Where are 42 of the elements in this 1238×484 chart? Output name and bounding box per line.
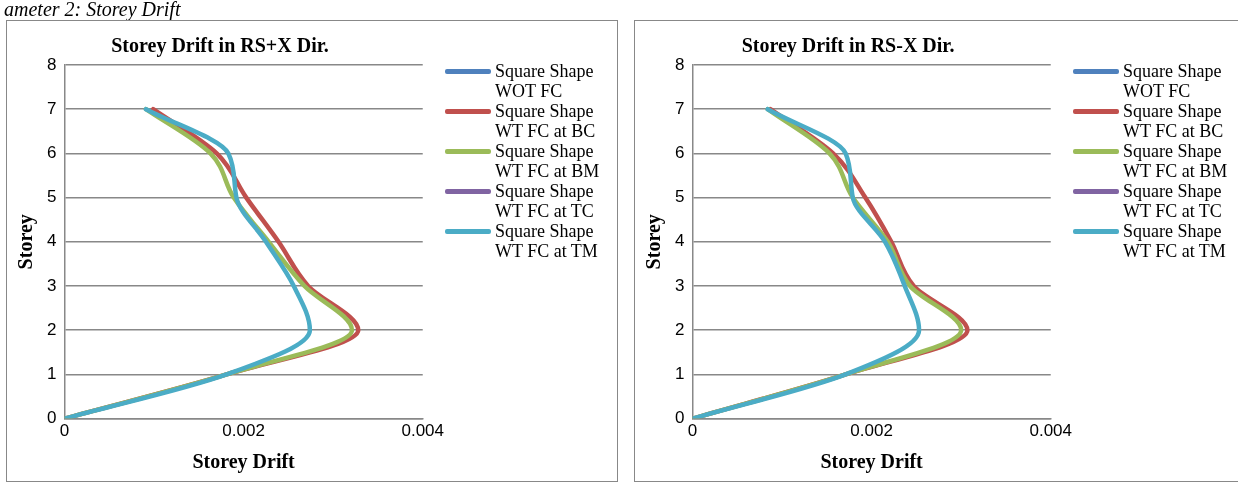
y-tick-label: 3 <box>674 275 685 295</box>
y-tick-label: 5 <box>674 187 685 207</box>
legend-label: Square Shape WT FC at TM <box>1123 221 1227 261</box>
legend-label: Square Shape WT FC at BC <box>495 101 597 141</box>
y-tick-label: 8 <box>674 54 685 74</box>
legend-label: Square Shape WT FC at TC <box>1123 181 1223 221</box>
legend-label: Square Shape WT FC at BM <box>495 141 601 181</box>
chart-title: Storey Drift in RS+X Dir. <box>111 34 329 58</box>
y-tick-label: 4 <box>674 231 685 251</box>
y-tick-label: 7 <box>674 98 685 118</box>
line-series <box>692 106 922 419</box>
legend-label: Square Shape WOT FC <box>1123 61 1223 101</box>
legend-label: Square Shape WT FC at BC <box>1123 101 1225 141</box>
text: ameter 2: Storey Drift <box>4 0 181 20</box>
y-tick-label: 0 <box>674 408 685 428</box>
y-tick-label: 3 <box>46 275 57 295</box>
x-tick-label: 0 <box>59 421 70 441</box>
x-tick-label: 0.002 <box>222 421 265 441</box>
y-tick-label: 1 <box>46 364 57 384</box>
y-tick-label: 6 <box>46 143 57 163</box>
y-tick-label: 5 <box>46 187 57 207</box>
y-tick-label: 4 <box>46 231 57 251</box>
legend-label: Square Shape WOT FC <box>495 61 595 101</box>
chart-title: Storey Drift in RS-X Dir. <box>741 34 955 58</box>
x-tick-label: 0.004 <box>401 421 444 441</box>
y-tick-label: 1 <box>674 364 685 384</box>
legend-label: Square Shape WT FC at BM <box>1123 141 1229 181</box>
x-axis-title: Storey Drift <box>820 450 924 474</box>
x-axis-title: Storey Drift <box>192 450 296 474</box>
y-tick-label: 7 <box>46 98 57 118</box>
y-tick-label: 0 <box>46 408 57 428</box>
x-tick-label: 0 <box>687 421 698 441</box>
y-tick-label: 2 <box>46 319 57 339</box>
legend-label: Square Shape WT FC at TC <box>495 181 595 221</box>
legend-label: Square Shape WT FC at TM <box>495 221 599 261</box>
y-tick-label: 2 <box>674 319 685 339</box>
x-tick-label: 0.002 <box>850 421 893 441</box>
y-tick-label: 6 <box>674 143 685 163</box>
y-axis-title: Storey <box>14 214 38 270</box>
y-tick-label: 8 <box>46 54 57 74</box>
x-tick-label: 0.004 <box>1029 421 1072 441</box>
y-axis-title: Storey <box>642 214 666 270</box>
